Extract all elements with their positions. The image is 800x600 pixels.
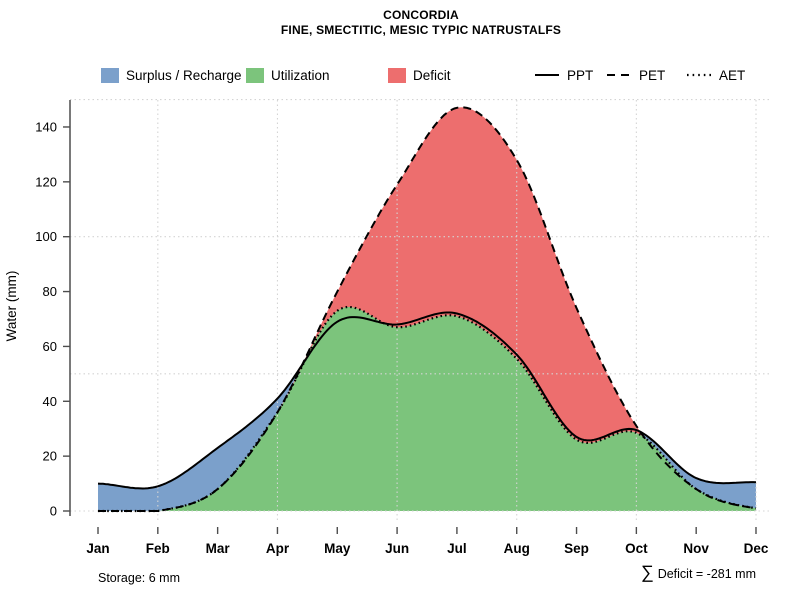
x-tick-label: Jan (86, 541, 109, 556)
axes: 0 20 40 60 80 100 120 140 Jan Feb Mar Apr May Jun Jul A… (4, 100, 769, 556)
legend-item-aet: AET (686, 66, 745, 84)
sigma-icon: ∑ (640, 562, 654, 582)
legend-item-deficit: Deficit (388, 66, 451, 84)
storage-note: Storage: 6 mm (98, 571, 180, 585)
y-tick-label: 120 (35, 174, 57, 189)
sum-deficit-note: ∑ Deficit = -281 mm (641, 563, 756, 581)
x-tick-label: Sep (564, 541, 589, 556)
solid-line-icon (535, 74, 559, 76)
y-tick-label: 80 (43, 284, 57, 299)
dashed-line-icon (607, 74, 631, 76)
x-tick-label: Nov (683, 541, 709, 556)
legend-item-ppt: PPT (534, 66, 593, 84)
legend-label-surplus: Surplus / Recharge (126, 67, 242, 83)
gridlines (70, 99, 772, 522)
x-tick-label: Aug (504, 541, 530, 556)
surplus-swatch (101, 67, 119, 83)
y-tick-label: 20 (43, 449, 57, 464)
dotted-line-icon (687, 73, 711, 77)
x-tick-label: Apr (266, 541, 290, 556)
area-fills (98, 107, 756, 512)
x-tick-label: Dec (744, 541, 769, 556)
y-tick-label: 40 (43, 394, 57, 409)
y-tick-label: 60 (43, 339, 57, 354)
pet-line (98, 106, 757, 512)
utilization-area (98, 307, 756, 511)
deficit-swatch (388, 67, 406, 83)
y-axis-title: Water (mm) (4, 271, 19, 342)
legend-label-aet: AET (719, 67, 746, 83)
x-tick-label: Jun (385, 541, 409, 556)
legend-label-pet: PET (639, 67, 666, 83)
series-lines (97, 106, 757, 513)
legend-label-deficit: Deficit (413, 67, 451, 83)
y-tick-label: 0 (50, 504, 57, 519)
legend-item-utilization: Utilization (246, 66, 330, 84)
y-tick-label: 100 (35, 229, 57, 244)
utilization-swatch (246, 67, 264, 83)
y-tick-label: 140 (35, 119, 57, 134)
x-tick-label: Mar (206, 541, 231, 556)
x-tick-label: May (324, 541, 351, 556)
surplus-area (98, 312, 756, 511)
sum-deficit-text: Deficit = -281 mm (657, 567, 756, 581)
x-tick-label: Oct (625, 541, 648, 556)
deficit-area (98, 107, 756, 512)
legend-label-ppt: PPT (567, 67, 594, 83)
chart-subtitle: FINE, SMECTITIC, MESIC TYPIC NATRUSTALFS (280, 23, 562, 37)
legend-label-utilization: Utilization (271, 67, 330, 83)
legend-item-surplus: Surplus / Recharge (101, 66, 242, 84)
chart-title: CONCORDIA (383, 8, 459, 22)
legend-item-pet: PET (606, 66, 665, 84)
x-tick-label: Jul (447, 541, 467, 556)
chart-title-block: CONCORDIA FINE, SMECTITIC, MESIC TYPIC N… (70, 8, 772, 38)
ppt-line (97, 311, 757, 490)
x-tick-label: Feb (146, 541, 170, 556)
